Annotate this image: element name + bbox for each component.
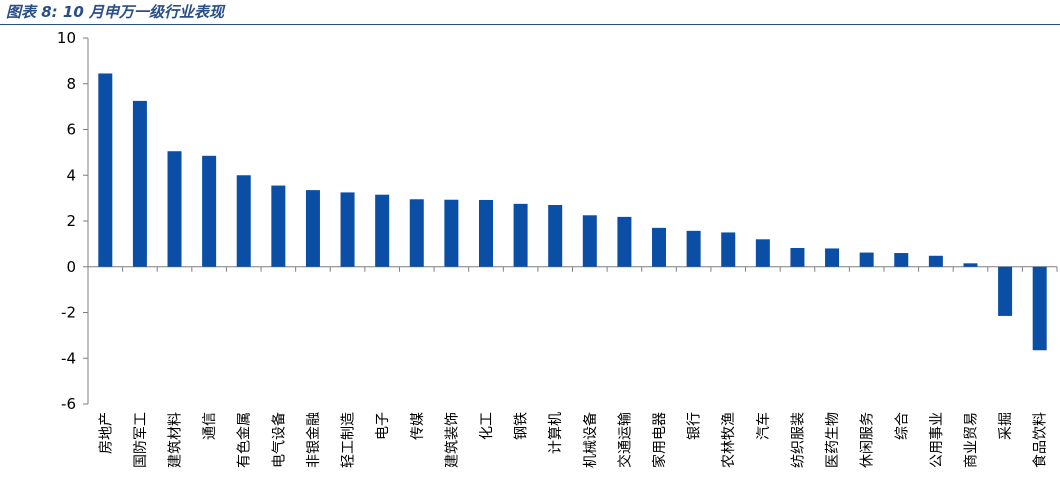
bar [928,255,943,267]
bar [790,247,805,267]
bar [98,73,113,267]
bar [859,252,874,267]
y-tick-label: 10 [57,29,76,47]
bar [409,199,424,267]
bar [963,263,978,267]
bar [340,192,355,267]
y-tick-label: -2 [61,304,76,322]
bar [825,248,840,267]
category-label: 商业贸易 [963,412,979,468]
category-label: 休闲服务 [860,412,876,468]
category-label: 化工 [479,412,495,440]
category-label: 计算机 [548,412,564,454]
category-label: 电子 [375,412,391,440]
y-tick-label: -4 [61,349,76,367]
bar [513,203,528,267]
bar [236,175,251,267]
category-label: 通信 [202,412,218,440]
category-label: 纺织服装 [790,412,806,468]
category-label: 机械设备 [582,412,599,468]
bar [375,194,390,267]
category-label: 钢铁 [514,412,530,440]
bar [167,151,182,267]
bar [548,204,563,267]
bar [1032,266,1047,351]
bar [652,227,667,267]
category-label: 有色金属 [236,412,253,468]
bar [271,185,286,267]
category-label: 轻工制造 [341,412,357,468]
y-tick-label: 2 [66,212,76,230]
category-label: 汽车 [755,412,772,440]
category-label: 银行 [687,412,703,440]
bar [617,216,632,267]
category-label: 房地产 [98,412,114,454]
y-tick-label: 0 [66,258,76,276]
y-tick-label: 4 [66,166,76,184]
bar [305,190,320,267]
category-label: 医药生物 [825,412,841,468]
category-label: 综合 [894,412,910,440]
category-label: 建筑材料 [168,412,184,468]
bar [478,199,493,267]
category-label: 建筑装饰 [444,412,460,468]
bar [686,230,701,267]
category-label: 交通运输 [616,412,633,468]
bar [582,215,597,267]
caption-rule [0,24,1060,25]
category-label: 家用电器 [651,412,668,468]
y-tick-label: -6 [61,395,76,413]
bar [721,232,736,267]
bar [132,100,147,267]
category-label: 非银金融 [306,412,322,468]
figure-caption: 图表 8: 10 月申万一级行业表现 [6,3,224,21]
category-label: 电气设备 [270,412,287,468]
bar [444,199,459,267]
category-label: 国防军工 [133,412,149,468]
category-label: 采掘 [998,412,1014,440]
bar [998,266,1013,316]
category-label: 传媒 [410,412,426,440]
bar [755,239,770,267]
y-tick-label: 8 [66,75,76,93]
y-tick-label: 6 [66,121,76,139]
category-label: 食品饮料 [1032,412,1049,468]
category-label: 公用事业 [929,412,945,468]
bar [894,253,909,267]
category-label: 农林牧渔 [721,412,737,468]
bar [202,155,217,267]
